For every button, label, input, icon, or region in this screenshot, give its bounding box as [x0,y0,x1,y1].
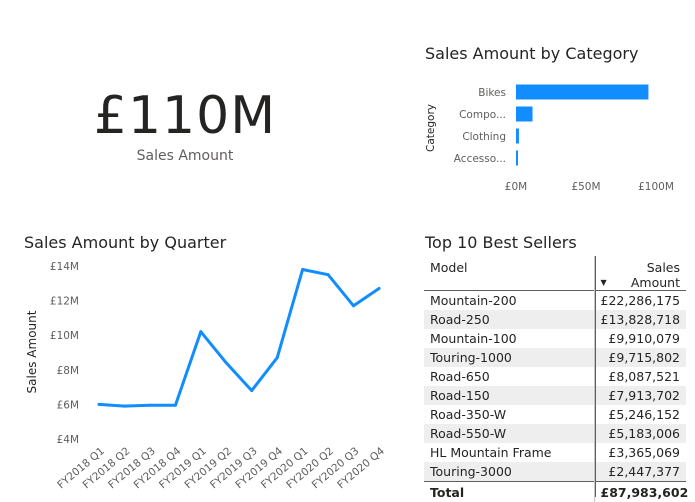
column-header-model[interactable]: Model [424,256,594,291]
category-label: Clothing [462,131,506,143]
sales-amount-cell: £5,183,006 [594,424,686,443]
category-x-tick: £100M [638,181,674,193]
category-bar-chart[interactable]: Category Bikes Compo... Clothing Accesso... £… [418,72,693,200]
quarter-line-chart[interactable]: Sales Amount£4M£6M£8M£10M£12M£14MFY2018 … [0,255,400,497]
quarter-y-tick: £10M [50,330,79,342]
total-row: Total £87,983,602 [424,482,686,502]
category-label: Accesso... [454,153,506,165]
table-row[interactable]: Touring-1000£9,715,802 [424,348,686,367]
category-x-tick: £0M [505,181,527,193]
sales-data-point[interactable] [199,330,202,333]
model-cell: Road-350-W [424,405,594,424]
quarter-y-tick: £12M [50,296,79,308]
column-header-sales-amount[interactable]: Sales Amount ▼ [594,256,686,291]
model-cell: Mountain-200 [424,291,594,311]
kpi-label: Sales Amount [60,148,310,164]
sales-axis-title: Sales Amount [25,310,39,393]
sales-data-point[interactable] [352,304,355,307]
model-cell: Road-650 [424,367,594,386]
sales-amount-cell: £13,828,718 [594,310,686,329]
table-row[interactable]: Road-150£7,913,702 [424,386,686,405]
sales-amount-cell: £9,910,079 [594,329,686,348]
column-header-sales-amount-label: Sales Amount [631,260,680,290]
sales-data-point[interactable] [98,403,101,406]
quarter-chart-title: Sales Amount by Quarter [24,233,226,252]
table-row[interactable]: Road-550-W£5,183,006 [424,424,686,443]
quarter-y-tick: £4M [57,434,79,446]
table-row[interactable]: Road-350-W£5,246,152 [424,405,686,424]
sales-data-point[interactable] [250,389,253,392]
table-row[interactable]: Mountain-200£22,286,175 [424,291,686,311]
sales-data-point[interactable] [123,405,126,408]
sales-amount-cell: £3,365,069 [594,443,686,462]
kpi-value: £110M [60,86,310,146]
sales-data-point[interactable] [174,404,177,407]
model-cell: Road-150 [424,386,594,405]
sales-amount-cell: £22,286,175 [594,291,686,311]
quarter-y-tick: £14M [50,261,79,273]
sales-amount-cell: £5,246,152 [594,405,686,424]
table-row[interactable]: Touring-3000£2,447,377 [424,462,686,482]
sales-data-point[interactable] [301,268,304,271]
table-row[interactable]: Road-250£13,828,718 [424,310,686,329]
total-value: £87,983,602 [594,482,686,502]
quarter-y-tick: £8M [57,365,79,377]
model-cell: Road-250 [424,310,594,329]
category-bar[interactable] [516,129,519,144]
sales-data-point[interactable] [378,287,381,290]
table-row[interactable]: Mountain-100£9,910,079 [424,329,686,348]
model-cell: Mountain-100 [424,329,594,348]
sort-descending-icon[interactable]: ▼ [601,278,607,287]
model-cell: HL Mountain Frame [424,443,594,462]
category-label: Bikes [478,87,506,99]
model-cell: Road-550-W [424,424,594,443]
model-cell: Touring-1000 [424,348,594,367]
quarter-y-tick: £6M [57,399,79,411]
sales-amount-cell: £2,447,377 [594,462,686,482]
category-chart-title: Sales Amount by Category [425,44,638,63]
table-title: Top 10 Best Sellers [425,233,577,252]
top-sellers-table[interactable]: Model Sales Amount ▼ Mountain-200£22,286… [424,256,690,496]
category-axis-title: Category [425,104,437,152]
sales-series-line[interactable] [99,270,379,407]
table-divider [595,256,596,497]
table-row[interactable]: HL Mountain Frame£3,365,069 [424,443,686,462]
category-label: Compo... [459,109,506,121]
category-bar[interactable] [516,107,533,122]
total-label: Total [424,482,594,502]
kpi-card[interactable]: £110M Sales Amount [60,70,310,180]
table-row[interactable]: Road-650£8,087,521 [424,367,686,386]
sales-amount-cell: £8,087,521 [594,367,686,386]
sales-data-point[interactable] [148,404,151,407]
sales-data-point[interactable] [225,361,228,364]
sales-data-point[interactable] [276,356,279,359]
model-cell: Touring-3000 [424,462,594,482]
sales-amount-cell: £7,913,702 [594,386,686,405]
category-bar[interactable] [516,151,518,166]
sales-amount-cell: £9,715,802 [594,348,686,367]
category-x-tick: £50M [571,181,600,193]
sales-data-point[interactable] [327,273,330,276]
category-bar[interactable] [516,85,648,100]
